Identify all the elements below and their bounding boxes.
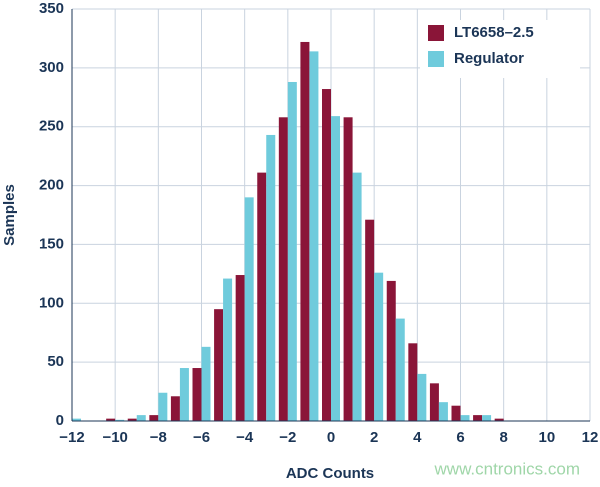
x-tick-label: 4 [413, 429, 422, 446]
bar [244, 197, 254, 421]
bar [106, 418, 116, 421]
x-tick-label: −12 [59, 429, 84, 446]
bar [365, 219, 375, 421]
bar [235, 275, 245, 421]
bar [460, 415, 470, 421]
legend-box [420, 20, 580, 78]
y-axis-title: Samples [1, 184, 18, 246]
y-tick-label: 350 [39, 0, 64, 17]
bar [278, 117, 288, 421]
bar [429, 383, 439, 421]
legend-swatch [428, 25, 444, 41]
bar [136, 415, 146, 421]
bar [287, 81, 297, 422]
x-tick-label: 6 [456, 429, 464, 446]
y-tick-label: 300 [39, 59, 64, 76]
bar [223, 278, 233, 421]
x-tick-label: −2 [279, 429, 296, 446]
x-tick-label: 0 [327, 429, 335, 446]
bar [158, 392, 168, 421]
legend-label: LT6658–2.5 [454, 24, 534, 41]
bar [322, 89, 331, 421]
bar [257, 172, 267, 421]
bar [395, 318, 405, 421]
bar [115, 419, 125, 421]
x-tick-label: −10 [102, 429, 127, 446]
x-tick-label: 8 [499, 429, 507, 446]
bar [266, 134, 276, 421]
y-tick-label: 200 [39, 177, 64, 194]
bar [482, 415, 492, 421]
bar [451, 405, 461, 421]
y-tick-label: 100 [39, 294, 64, 311]
y-tick-label: 0 [56, 412, 64, 429]
y-tick-label: 150 [39, 235, 64, 252]
bar [374, 272, 384, 421]
y-tick-label: 50 [47, 353, 64, 370]
bar [201, 346, 211, 421]
watermark: www.cntronics.com [434, 459, 580, 478]
x-tick-label: 2 [370, 429, 378, 446]
bar [300, 41, 310, 422]
bar [386, 280, 396, 421]
x-axis-title: ADC Counts [286, 465, 374, 482]
x-tick-label: −4 [236, 429, 254, 446]
bar [192, 368, 202, 421]
bar [72, 418, 81, 421]
legend-swatch [428, 51, 444, 67]
bar [352, 172, 362, 421]
bar [473, 415, 483, 421]
x-tick-label: −6 [193, 429, 210, 446]
bar [214, 309, 224, 421]
bar [179, 368, 189, 421]
legend-label: Regulator [454, 50, 524, 67]
bar [494, 418, 504, 421]
x-tick-label: 12 [582, 429, 599, 446]
bar [170, 396, 180, 421]
bar [331, 116, 340, 422]
bar [438, 402, 448, 421]
x-tick-label: 10 [538, 429, 555, 446]
bar [417, 373, 427, 421]
y-tick-label: 250 [39, 118, 64, 135]
bar [309, 51, 319, 422]
bar [343, 117, 353, 421]
bar [127, 418, 137, 421]
bar [149, 415, 159, 421]
x-tick-label: −8 [150, 429, 167, 446]
bar [408, 343, 418, 421]
